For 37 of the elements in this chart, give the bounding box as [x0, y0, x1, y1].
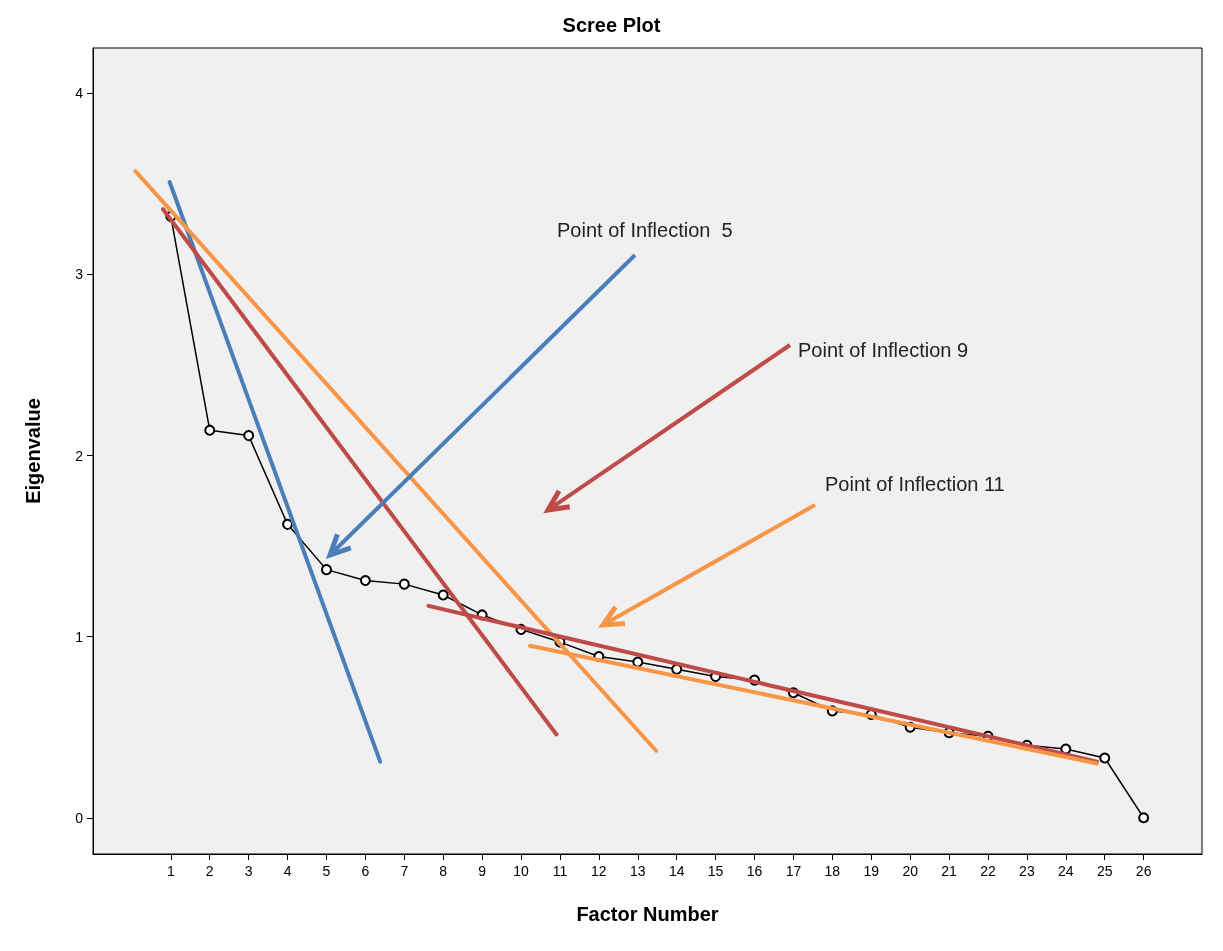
x-tick-label: 9 — [478, 863, 487, 879]
annotation: Point of Inflection 5 — [557, 219, 733, 241]
y-axis-title: Eigenvalue — [22, 398, 44, 504]
x-tick-label: 20 — [902, 863, 919, 879]
y-tick-label: 1 — [75, 628, 84, 645]
x-tick-label: 26 — [1135, 863, 1152, 879]
annotation: Point of Inflection 11 — [825, 473, 1005, 495]
x-tick-label: 24 — [1058, 863, 1074, 879]
x-tick-label: 11 — [552, 863, 568, 879]
x-tick-label: 8 — [439, 863, 448, 879]
x-tick-label: 25 — [1096, 863, 1113, 879]
x-tick-label: 22 — [980, 863, 996, 879]
x-tick-label: 23 — [1019, 863, 1035, 879]
y-tick-label: 3 — [75, 266, 84, 283]
x-tick-label: 18 — [824, 863, 841, 879]
x-tick-label: 12 — [591, 863, 607, 879]
x-tick-label: 16 — [746, 863, 763, 879]
x-tick-label: 2 — [205, 863, 214, 879]
x-axis-title: Factor Number — [576, 903, 719, 925]
y-tick-label: 4 — [75, 85, 84, 102]
x-tick-label: 15 — [707, 863, 724, 879]
x-tick-label: 4 — [283, 863, 292, 879]
x-tick-label: 17 — [785, 863, 802, 879]
x-tick-label: 1 — [166, 863, 175, 879]
x-tick-label: 10 — [513, 863, 530, 879]
annotation: Point of Inflection 9 — [798, 339, 969, 361]
x-tick-label: 3 — [244, 863, 253, 879]
x-tick-label: 6 — [361, 863, 370, 879]
x-tick-label: 21 — [941, 863, 958, 879]
y-tick-label: 2 — [75, 447, 84, 464]
x-tick-label: 14 — [668, 863, 685, 879]
x-tick-label: 13 — [629, 863, 646, 879]
y-tick-label: 0 — [75, 809, 84, 826]
x-tick-label: 5 — [322, 863, 331, 879]
x-tick-label: 7 — [400, 863, 409, 879]
chart-title: Scree Plot — [562, 14, 661, 36]
x-tick-label: 19 — [863, 863, 880, 879]
